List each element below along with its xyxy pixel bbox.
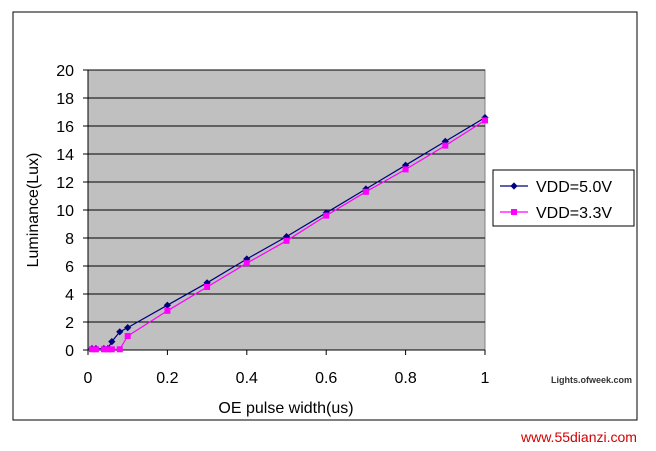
grid-lines: [88, 69, 485, 323]
y-tick-label-2: 4: [65, 287, 74, 304]
x-tick-label-1: 0.2: [156, 370, 178, 387]
series-2-point-6: [124, 333, 131, 339]
series-layer: [88, 114, 489, 353]
series-2-point-14: [442, 142, 449, 149]
series-2-point-7: [164, 307, 171, 314]
series-2-point-13: [402, 166, 409, 173]
y-tick-label-4: 8: [65, 231, 74, 248]
legend-label-2: VDD=3.3V: [536, 205, 612, 222]
x-tick-label-0: 0: [84, 370, 93, 387]
legend-box: [492, 169, 635, 227]
series-2-point-0: [88, 346, 95, 353]
series-2-point-9: [243, 260, 250, 267]
series-2-point-1: [92, 346, 99, 353]
series-2-point-10: [283, 237, 290, 244]
axes: [83, 69, 486, 355]
series-2-point-2: [100, 346, 107, 353]
x-tick-label-3: 0.6: [315, 370, 337, 387]
legend-label-1: VDD=5.0V: [536, 179, 612, 196]
series-2-point-12: [362, 188, 369, 195]
x-tick-label-5: 1: [481, 370, 490, 387]
x-axis-title: OE pulse width(us): [218, 400, 353, 417]
x-tick-labels: 0 0.2 0.4 0.6 0.8 1: [84, 370, 490, 387]
y-tick-label-1: 2: [65, 315, 74, 332]
series-2-point-11: [323, 212, 330, 219]
series-1-point-6: [124, 324, 132, 332]
series-1-point-7: [163, 301, 171, 309]
series-2-point-15: [482, 117, 488, 124]
legend-marker-2: [511, 209, 517, 215]
series-1-point-8: [203, 279, 211, 287]
series-2-point-8: [204, 284, 211, 290]
y-tick-label-8: 16: [56, 119, 74, 136]
y-tick-label-9: 18: [56, 91, 74, 108]
watermark-lights-ofweek: Lights.ofweek.com: [551, 375, 632, 385]
series-2-point-5: [116, 346, 123, 353]
y-tick-label-6: 12: [56, 175, 74, 192]
y-tick-label-3: 6: [65, 259, 74, 276]
legend: VDD=5.0V VDD=3.3V: [500, 179, 612, 222]
y-tick-label-5: 10: [56, 203, 74, 220]
watermark-55dianzi: www.55dianzi.com: [520, 429, 637, 445]
series-2-point-4: [108, 346, 115, 353]
y-tick-label-10: 20: [56, 63, 74, 80]
series-2-point-3: [104, 346, 111, 353]
y-tick-label-7: 14: [56, 147, 74, 164]
x-tick-label-4: 0.8: [394, 370, 416, 387]
series-1-point-4: [108, 338, 116, 346]
y-tick-label-0: 0: [65, 343, 74, 360]
y-axis-title: Luminance(Lux): [25, 153, 42, 268]
x-tick-label-2: 0.4: [236, 370, 258, 387]
legend-marker-1: [510, 182, 518, 190]
series-1-point-5: [116, 328, 124, 336]
series-1-point-13: [402, 161, 410, 169]
y-tick-labels: 0 2 4 6 8 10 12 14 16 18 20: [56, 63, 74, 360]
